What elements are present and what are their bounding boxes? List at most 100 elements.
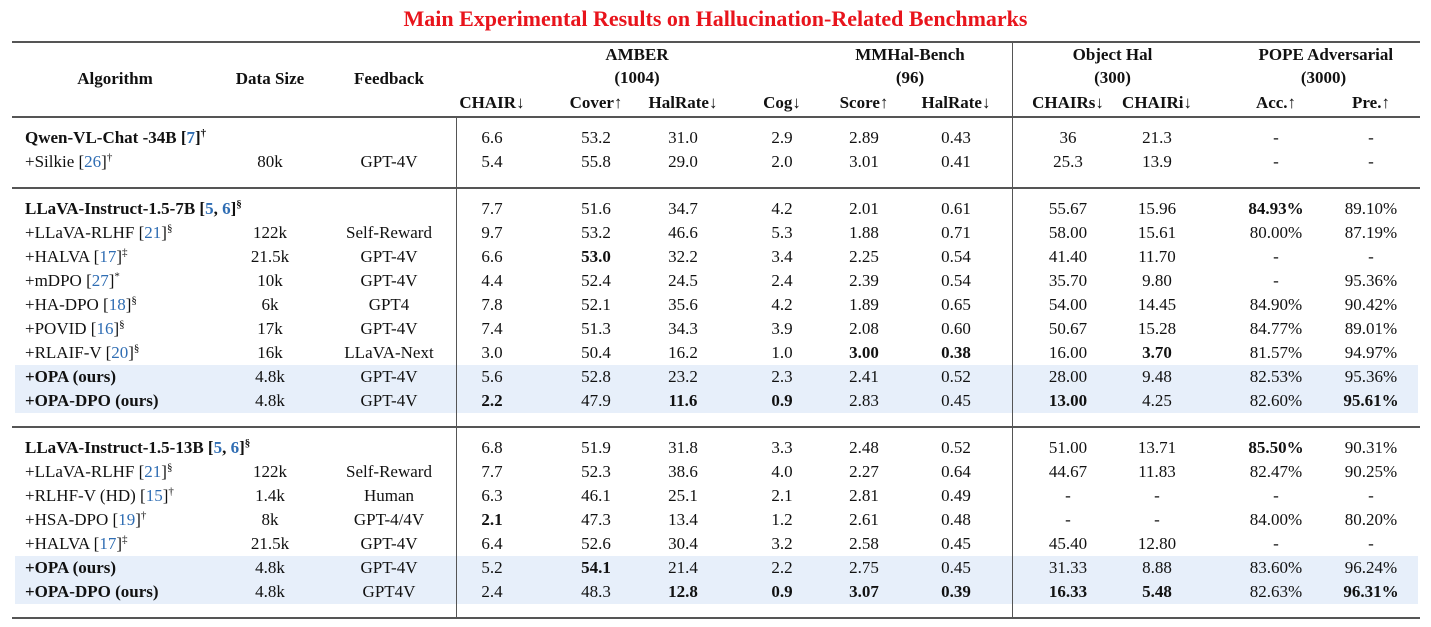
citation: 5 bbox=[205, 199, 214, 218]
cell: 2.2 bbox=[481, 391, 503, 410]
cell: 7.7 bbox=[481, 199, 503, 218]
cell: 9.80 bbox=[1142, 271, 1172, 290]
metric-header: Pre.↑ bbox=[1352, 93, 1390, 112]
cell: 16.00 bbox=[1048, 343, 1088, 362]
footnote-mark: § bbox=[131, 294, 137, 307]
cell: 83.60% bbox=[1249, 558, 1303, 577]
algorithm: +OPA (ours) bbox=[25, 557, 116, 579]
cell: 2.25 bbox=[849, 247, 879, 266]
cell: 52.8 bbox=[581, 367, 611, 386]
cell: 2.83 bbox=[849, 391, 879, 410]
algorithm-name: ] bbox=[195, 128, 201, 147]
data-size: 1.4k bbox=[255, 486, 285, 505]
feedback: Self-Reward bbox=[346, 223, 432, 242]
cell: 35.70 bbox=[1048, 271, 1088, 290]
citation: 21 bbox=[144, 223, 162, 242]
cell: 52.6 bbox=[581, 534, 611, 553]
footnote-mark: † bbox=[168, 485, 174, 498]
algorithm-name: ] bbox=[161, 223, 167, 242]
row-highlight bbox=[15, 580, 1418, 604]
data-size: 122k bbox=[253, 223, 287, 242]
cell: 84.00% bbox=[1249, 510, 1303, 529]
footnote-mark: † bbox=[106, 151, 113, 164]
cell: 46.6 bbox=[668, 223, 698, 242]
cell: - bbox=[1368, 128, 1374, 147]
data-size: 16k bbox=[257, 343, 283, 362]
algorithm-name: +OPA-DPO (ours) bbox=[25, 582, 159, 601]
cell: 84.90% bbox=[1249, 295, 1303, 314]
feedback: GPT-4V bbox=[360, 558, 418, 577]
cell: 0.45 bbox=[941, 391, 971, 410]
cell: 25.1 bbox=[668, 486, 698, 505]
group-count: (96) bbox=[895, 68, 925, 87]
cell: 53.2 bbox=[581, 128, 611, 147]
cell: 36 bbox=[1059, 128, 1077, 147]
cell: 84.77% bbox=[1249, 319, 1303, 338]
cell: 2.3 bbox=[771, 367, 793, 386]
cell: 53.0 bbox=[581, 247, 611, 266]
cell: 31.8 bbox=[668, 438, 698, 457]
cell: 1.89 bbox=[849, 295, 879, 314]
cell: 0.61 bbox=[941, 199, 971, 218]
cell: - bbox=[1273, 534, 1279, 553]
citation: 27 bbox=[91, 271, 109, 290]
algorithm-name: ] bbox=[239, 438, 245, 457]
group-header: POPE Adversarial bbox=[1258, 45, 1394, 64]
cell: 54.1 bbox=[581, 558, 611, 577]
cell: 3.9 bbox=[771, 319, 793, 338]
metric-header: HalRate↓ bbox=[921, 93, 991, 112]
algorithm: +LLaVA-RLHF [21]§ bbox=[25, 461, 172, 483]
algorithm: +POVID [16]§ bbox=[25, 318, 125, 340]
cell: 46.1 bbox=[581, 486, 611, 505]
cell: - bbox=[1368, 247, 1374, 266]
column-header: Data Size bbox=[235, 69, 305, 88]
rule bbox=[12, 116, 1420, 118]
algorithm-name: ] bbox=[116, 247, 122, 266]
cell: 0.65 bbox=[941, 295, 971, 314]
cell: 2.81 bbox=[849, 486, 879, 505]
algorithm-name: ] bbox=[161, 462, 167, 481]
cell: 44.67 bbox=[1048, 462, 1088, 481]
algorithm-name: +mDPO [ bbox=[25, 271, 92, 290]
cell: 15.96 bbox=[1137, 199, 1177, 218]
cell: 89.10% bbox=[1344, 199, 1398, 218]
cell: 2.89 bbox=[849, 128, 879, 147]
algorithm-name: ] bbox=[101, 152, 107, 171]
data-size: 4.8k bbox=[255, 367, 285, 386]
algorithm-name: ] bbox=[108, 271, 115, 290]
algorithm-name: +HA-DPO [ bbox=[25, 295, 109, 314]
algorithm-name: Qwen-VL-Chat -34B [ bbox=[25, 128, 187, 147]
data-size: 4.8k bbox=[255, 391, 285, 410]
algorithm: LLaVA-Instruct-1.5-7B [5, 6]§ bbox=[25, 198, 242, 220]
cell: 6.8 bbox=[481, 438, 503, 457]
feedback: GPT-4V bbox=[360, 152, 418, 171]
algorithm-name: +OPA (ours) bbox=[25, 367, 117, 386]
cell: - bbox=[1273, 247, 1279, 266]
cell: 0.38 bbox=[941, 343, 971, 362]
algorithm-name: +HALVA [ bbox=[25, 247, 100, 266]
data-size: 122k bbox=[253, 462, 287, 481]
algorithm-name: +LLaVA-RLHF [ bbox=[25, 462, 145, 481]
cell: 8.88 bbox=[1142, 558, 1172, 577]
cell: - bbox=[1368, 534, 1374, 553]
cell: 5.6 bbox=[481, 367, 503, 386]
data-size: 17k bbox=[257, 319, 283, 338]
cell: 82.63% bbox=[1249, 582, 1303, 601]
cell: 96.24% bbox=[1344, 558, 1398, 577]
data-size: 4.8k bbox=[255, 582, 285, 601]
cell: 24.5 bbox=[668, 271, 698, 290]
cell: 25.3 bbox=[1053, 152, 1083, 171]
metric-header: CHAIRi↓ bbox=[1122, 93, 1192, 112]
cell: 0.9 bbox=[771, 391, 793, 410]
cell: 47.3 bbox=[581, 510, 611, 529]
cell: - bbox=[1273, 128, 1279, 147]
cell: 0.54 bbox=[941, 247, 971, 266]
cell: 95.36% bbox=[1344, 367, 1398, 386]
cell: 13.71 bbox=[1137, 438, 1177, 457]
cell: 9.48 bbox=[1142, 367, 1172, 386]
cell: 3.3 bbox=[771, 438, 793, 457]
cell: 35.6 bbox=[668, 295, 698, 314]
cell: 34.3 bbox=[668, 319, 698, 338]
cell: 2.0 bbox=[771, 152, 793, 171]
cell: 5.48 bbox=[1142, 582, 1172, 601]
